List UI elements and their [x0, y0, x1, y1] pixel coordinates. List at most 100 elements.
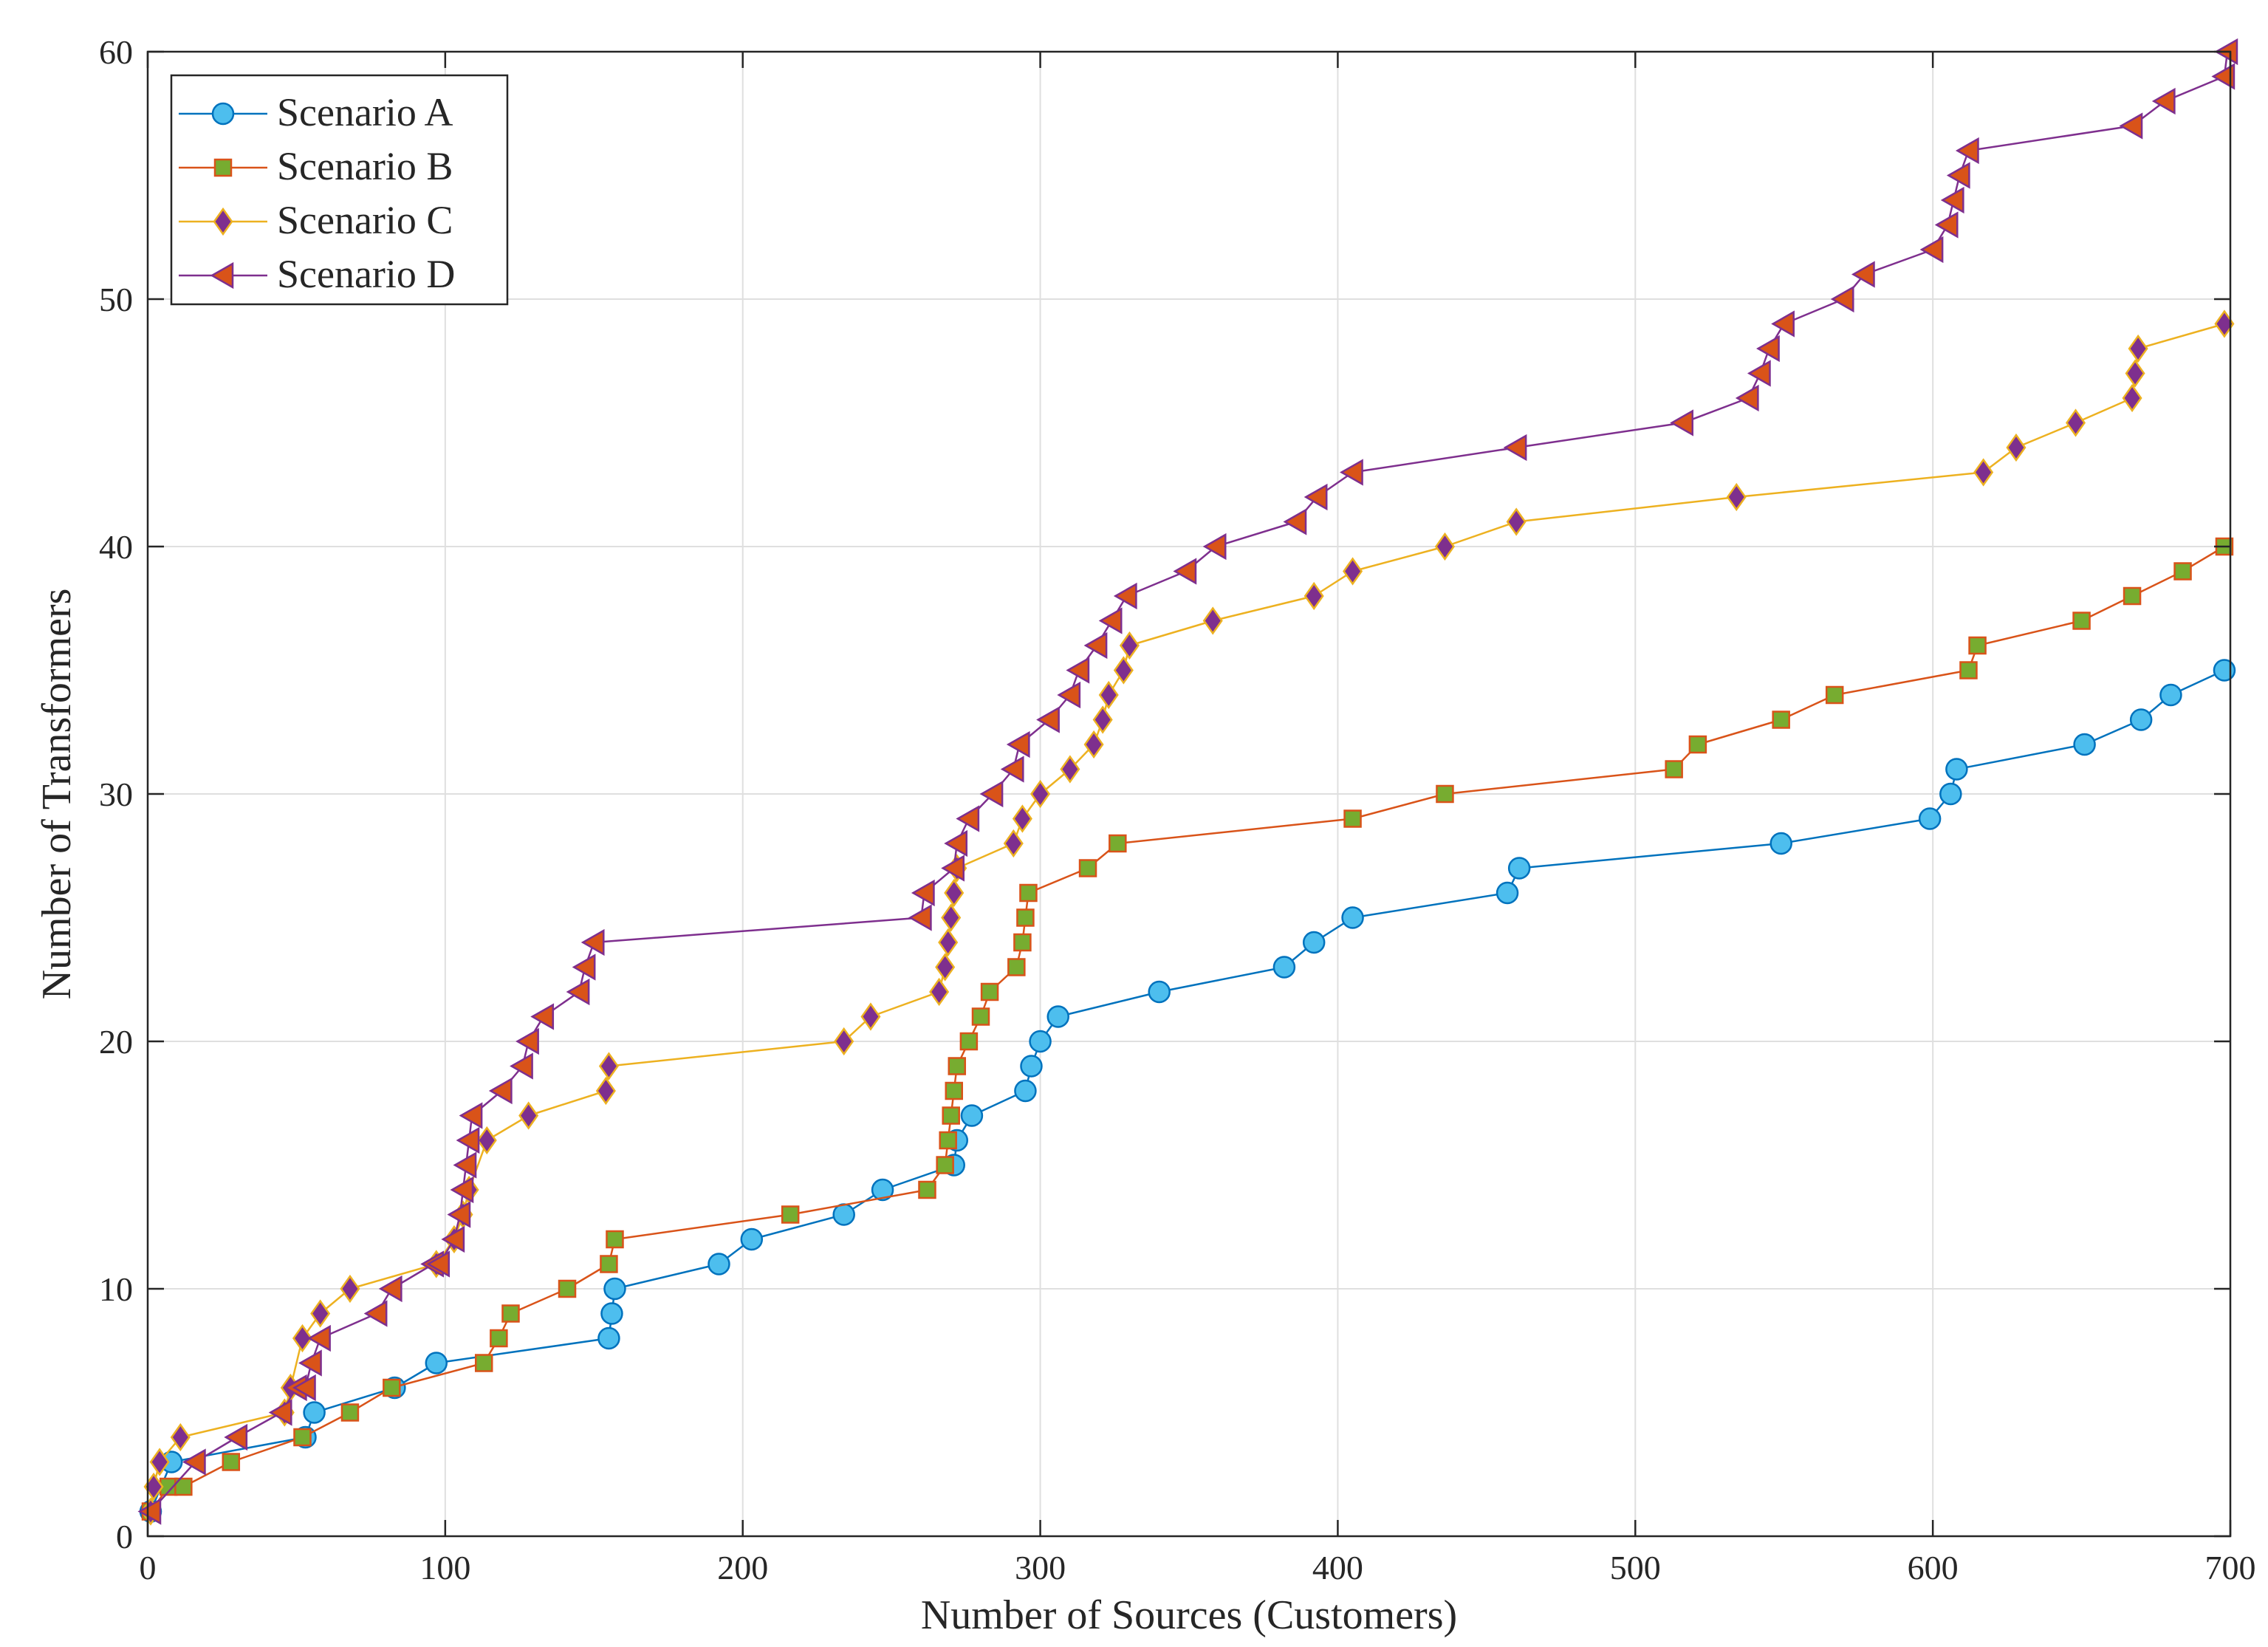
data-point-scenario-d [1670, 409, 1693, 436]
data-point-scenario-b [474, 1354, 493, 1372]
data-point-scenario-c [1083, 730, 1104, 759]
data-point-scenario-c [1060, 755, 1080, 784]
data-point-scenario-c [518, 1101, 539, 1130]
legend-label-scenario-d: Scenario D [277, 252, 455, 296]
data-point-scenario-c [1003, 829, 1024, 858]
y-tick-label: 50 [99, 281, 133, 318]
data-point-scenario-d [307, 1324, 331, 1352]
data-point-scenario-a [597, 1326, 620, 1350]
data-point-scenario-b [383, 1378, 401, 1397]
legend-sample-scenario-c [179, 207, 267, 236]
data-point-scenario-d [566, 978, 590, 1006]
data-point-scenario-c [944, 878, 965, 908]
data-point-scenario-a [1029, 1030, 1052, 1053]
series-layer [137, 38, 2238, 1526]
data-point-scenario-d [979, 780, 1004, 808]
data-point-scenario-c [1343, 557, 1363, 586]
data-point-scenario-d [1919, 236, 1944, 264]
data-point-scenario-d [572, 953, 596, 981]
data-point-scenario-a [871, 1178, 894, 1202]
data-point-scenario-a [1507, 857, 1531, 880]
data-point-scenario-c [598, 1052, 619, 1081]
legend-label-scenario-c: Scenario C [277, 198, 453, 242]
x-tick-label: 400 [1312, 1549, 1363, 1586]
data-point-scenario-c [1098, 680, 1119, 710]
data-point-scenario-a [740, 1227, 764, 1251]
data-point-scenario-d [426, 1250, 450, 1278]
data-point-scenario-d [1283, 508, 1307, 535]
data-point-scenario-c [929, 977, 950, 1007]
data-point-scenario-d [510, 1052, 533, 1080]
data-point-scenario-b [340, 1403, 360, 1422]
data-point-scenario-d [1173, 558, 1197, 585]
x-tick-label: 600 [1908, 1549, 1959, 1586]
data-point-scenario-c [860, 1002, 881, 1031]
data-point-scenario-c [2122, 383, 2142, 413]
data-point-scenario-d [1946, 162, 1970, 189]
data-point-scenario-a [600, 1302, 623, 1325]
data-point-scenario-a [2159, 683, 2182, 707]
data-point-scenario-d [530, 1003, 555, 1030]
data-point-scenario-b [942, 1106, 960, 1125]
data-point-scenario-d [1303, 483, 1328, 511]
data-point-scenario-a [603, 1277, 626, 1301]
data-point-scenario-b [1688, 735, 1707, 754]
data-point-scenario-d [1340, 459, 1363, 486]
data-point-scenario-c [595, 1076, 616, 1106]
data-point-scenario-a [1148, 980, 1171, 1004]
legend-entry-scenario-c: Scenario C [179, 198, 453, 242]
data-point-scenario-d [1113, 582, 1137, 610]
data-point-scenario-d [1202, 533, 1227, 561]
x-tick-label: 200 [717, 1549, 768, 1586]
data-point-scenario-d [956, 805, 980, 832]
data-point-scenario-b [936, 1156, 954, 1174]
data-point-scenario-b [174, 1477, 193, 1496]
legend-marker-scenario-c [213, 207, 233, 236]
data-point-scenario-a [708, 1253, 730, 1276]
legend-label-scenario-a: Scenario A [277, 90, 453, 134]
data-point-scenario-d [459, 1102, 483, 1129]
data-point-scenario-d [941, 855, 965, 882]
data-point-scenario-d [450, 1176, 474, 1204]
data-point-scenario-a [1014, 1079, 1037, 1103]
data-point-scenario-b [1968, 636, 1987, 655]
data-point-scenario-b [945, 1081, 963, 1100]
legend-marker-scenario-a [211, 102, 235, 126]
x-tick-label: 500 [1610, 1549, 1661, 1586]
data-point-scenario-c [310, 1299, 331, 1328]
data-point-scenario-b [1772, 710, 1790, 729]
data-point-scenario-d [1503, 434, 1527, 462]
data-point-scenario-b [558, 1279, 577, 1298]
y-tick-label: 60 [99, 33, 133, 71]
data-point-scenario-d [1771, 310, 1795, 338]
data-point-scenario-b [2072, 612, 2091, 630]
data-point-scenario-a [2073, 733, 2096, 756]
data-point-scenario-a [832, 1203, 855, 1226]
legend-marker-scenario-b [213, 158, 233, 177]
data-point-scenario-a [1945, 758, 1968, 781]
data-point-scenario-b [2123, 586, 2142, 606]
data-point-scenario-c [1973, 458, 1994, 487]
data-point-scenario-c [149, 1448, 170, 1476]
legend: Scenario A Scenario B Scenario C Scenari… [170, 74, 509, 306]
x-tick-label: 700 [2205, 1549, 2256, 1586]
data-point-scenario-b [293, 1428, 312, 1447]
data-point-scenario-a [303, 1401, 326, 1424]
data-point-scenario-a [1918, 807, 1942, 830]
x-tick-label: 300 [1015, 1549, 1066, 1586]
data-point-scenario-b [1109, 834, 1127, 853]
data-point-scenario-a [1272, 956, 1296, 979]
data-point-scenario-d [378, 1275, 402, 1303]
data-point-scenario-d [1747, 360, 1771, 387]
data-point-scenario-a [425, 1352, 448, 1374]
data-point-scenario-c [1434, 532, 1455, 561]
data-point-scenario-d [182, 1448, 206, 1476]
data-point-scenario-b [1436, 784, 1454, 804]
data-point-scenario-b [939, 1131, 957, 1150]
y-tick-label: 20 [99, 1023, 133, 1061]
data-point-scenario-c [1506, 507, 1527, 536]
data-point-scenario-b [222, 1453, 241, 1471]
y-tick-label: 40 [99, 528, 133, 566]
data-point-scenario-d [224, 1423, 248, 1451]
